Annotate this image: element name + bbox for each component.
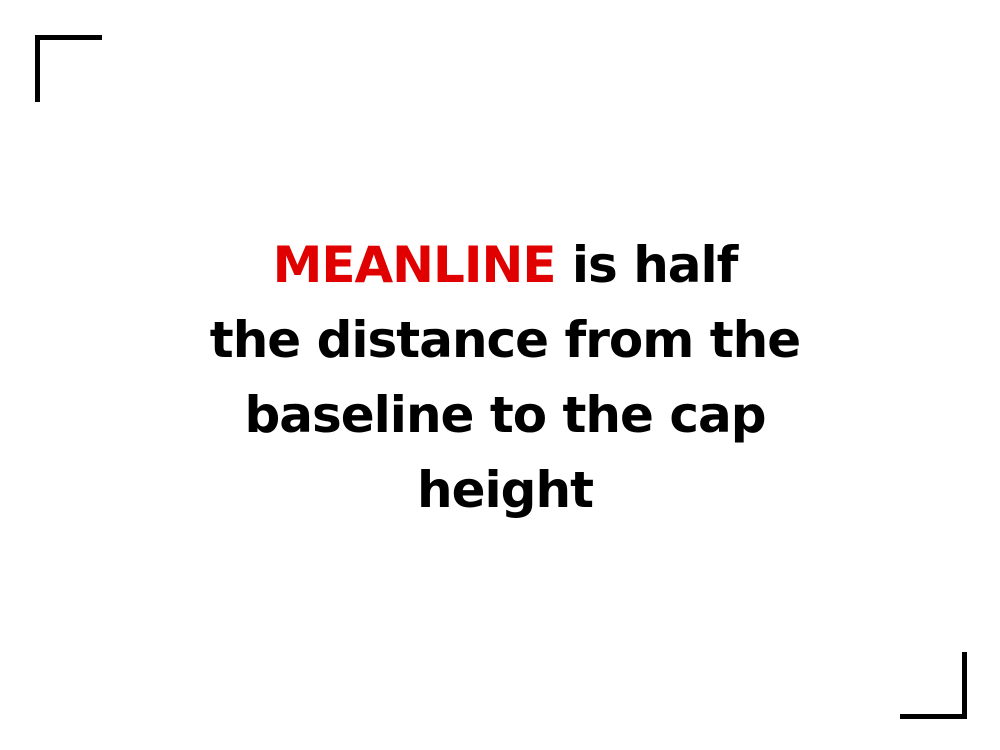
statement-line-1-rest: is half [555, 236, 739, 294]
meanline-definition: MEANLINE is half the distance from the b… [180, 228, 830, 528]
statement-line-2: the distance from the [209, 311, 801, 369]
statement-line-4: height [417, 461, 594, 519]
statement-line-1: MEANLINE is half [180, 228, 830, 303]
bottom-right-corner-mark [900, 652, 967, 719]
statement-line-3: baseline to the cap [244, 386, 766, 444]
highlight-word: MEANLINE [272, 236, 557, 294]
top-left-corner-mark [35, 35, 102, 102]
